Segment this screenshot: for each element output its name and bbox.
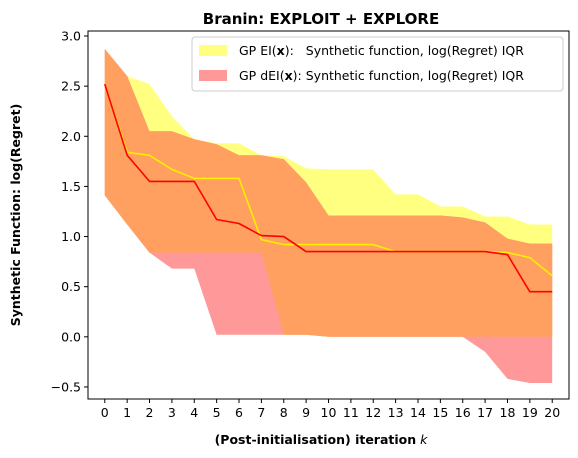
x-tick-label: 4 [190, 405, 198, 420]
y-tick-label: 1.5 [61, 179, 81, 194]
x-tick-label: 10 [321, 405, 337, 420]
median-line-dei [104, 83, 553, 293]
x-axis-title-var: k [420, 432, 428, 447]
median-lines [104, 83, 553, 293]
x-tick-label: 19 [522, 405, 538, 420]
legend-label-ei: GP EI(x): Synthetic function, log(Regret… [239, 43, 524, 58]
x-axis-title-text: (Post-initialisation) iteration [215, 432, 417, 447]
x-tick-label: 2 [146, 405, 154, 420]
x-tick-label: 11 [343, 405, 359, 420]
y-tick-label: 0.5 [61, 279, 81, 294]
x-tick-label: 17 [477, 405, 493, 420]
x-tick-label: 14 [410, 405, 426, 420]
y-tick-label: 1.0 [61, 229, 81, 244]
legend-label-dei: GP dEI(x): Synthetic function, log(Regre… [239, 68, 524, 83]
legend-swatch-ei [199, 45, 227, 56]
x-tick-label: 5 [213, 405, 221, 420]
x-tick-label: 9 [302, 405, 310, 420]
y-tick-label: 3.0 [61, 29, 81, 44]
legend-frame [191, 36, 564, 92]
chart-title: Branin: EXPLOIT + EXPLORE [203, 10, 439, 28]
x-tick-label: 20 [544, 405, 560, 420]
x-axis-ticks: 0 1 2 3 4 5 6 7 8 9 10 11 12 13 14 15 16 17 18 19 20 [101, 399, 560, 420]
y-axis-title: Synthetic Function: log(Regret) [8, 104, 23, 327]
x-tick-label: 8 [280, 405, 288, 420]
legend: GP EI(x): Synthetic function, log(Regret… [191, 36, 564, 92]
y-tick-label: 0.0 [61, 329, 81, 344]
x-tick-label: 12 [365, 405, 381, 420]
x-tick-label: 3 [168, 405, 176, 420]
y-tick-label: 2.0 [61, 129, 81, 144]
x-tick-label: 16 [455, 405, 471, 420]
x-tick-label: 18 [500, 405, 516, 420]
y-axis-ticks: −0.5 0.0 0.5 1.0 1.5 2.0 2.5 3.0 [51, 29, 88, 394]
x-axis-title: (Post-initialisation) iteration k [215, 432, 429, 447]
x-tick-label: 0 [101, 405, 109, 420]
iqr-bands [104, 49, 553, 383]
x-tick-label: 6 [235, 405, 243, 420]
x-tick-label: 13 [388, 405, 404, 420]
y-tick-label: 2.5 [61, 79, 81, 94]
y-tick-label: −0.5 [51, 379, 81, 394]
x-tick-label: 7 [257, 405, 265, 420]
iqr-band-overlap [104, 49, 553, 337]
x-tick-label: 15 [432, 405, 448, 420]
x-tick-label: 1 [123, 405, 131, 420]
legend-swatch-dei [199, 70, 227, 81]
